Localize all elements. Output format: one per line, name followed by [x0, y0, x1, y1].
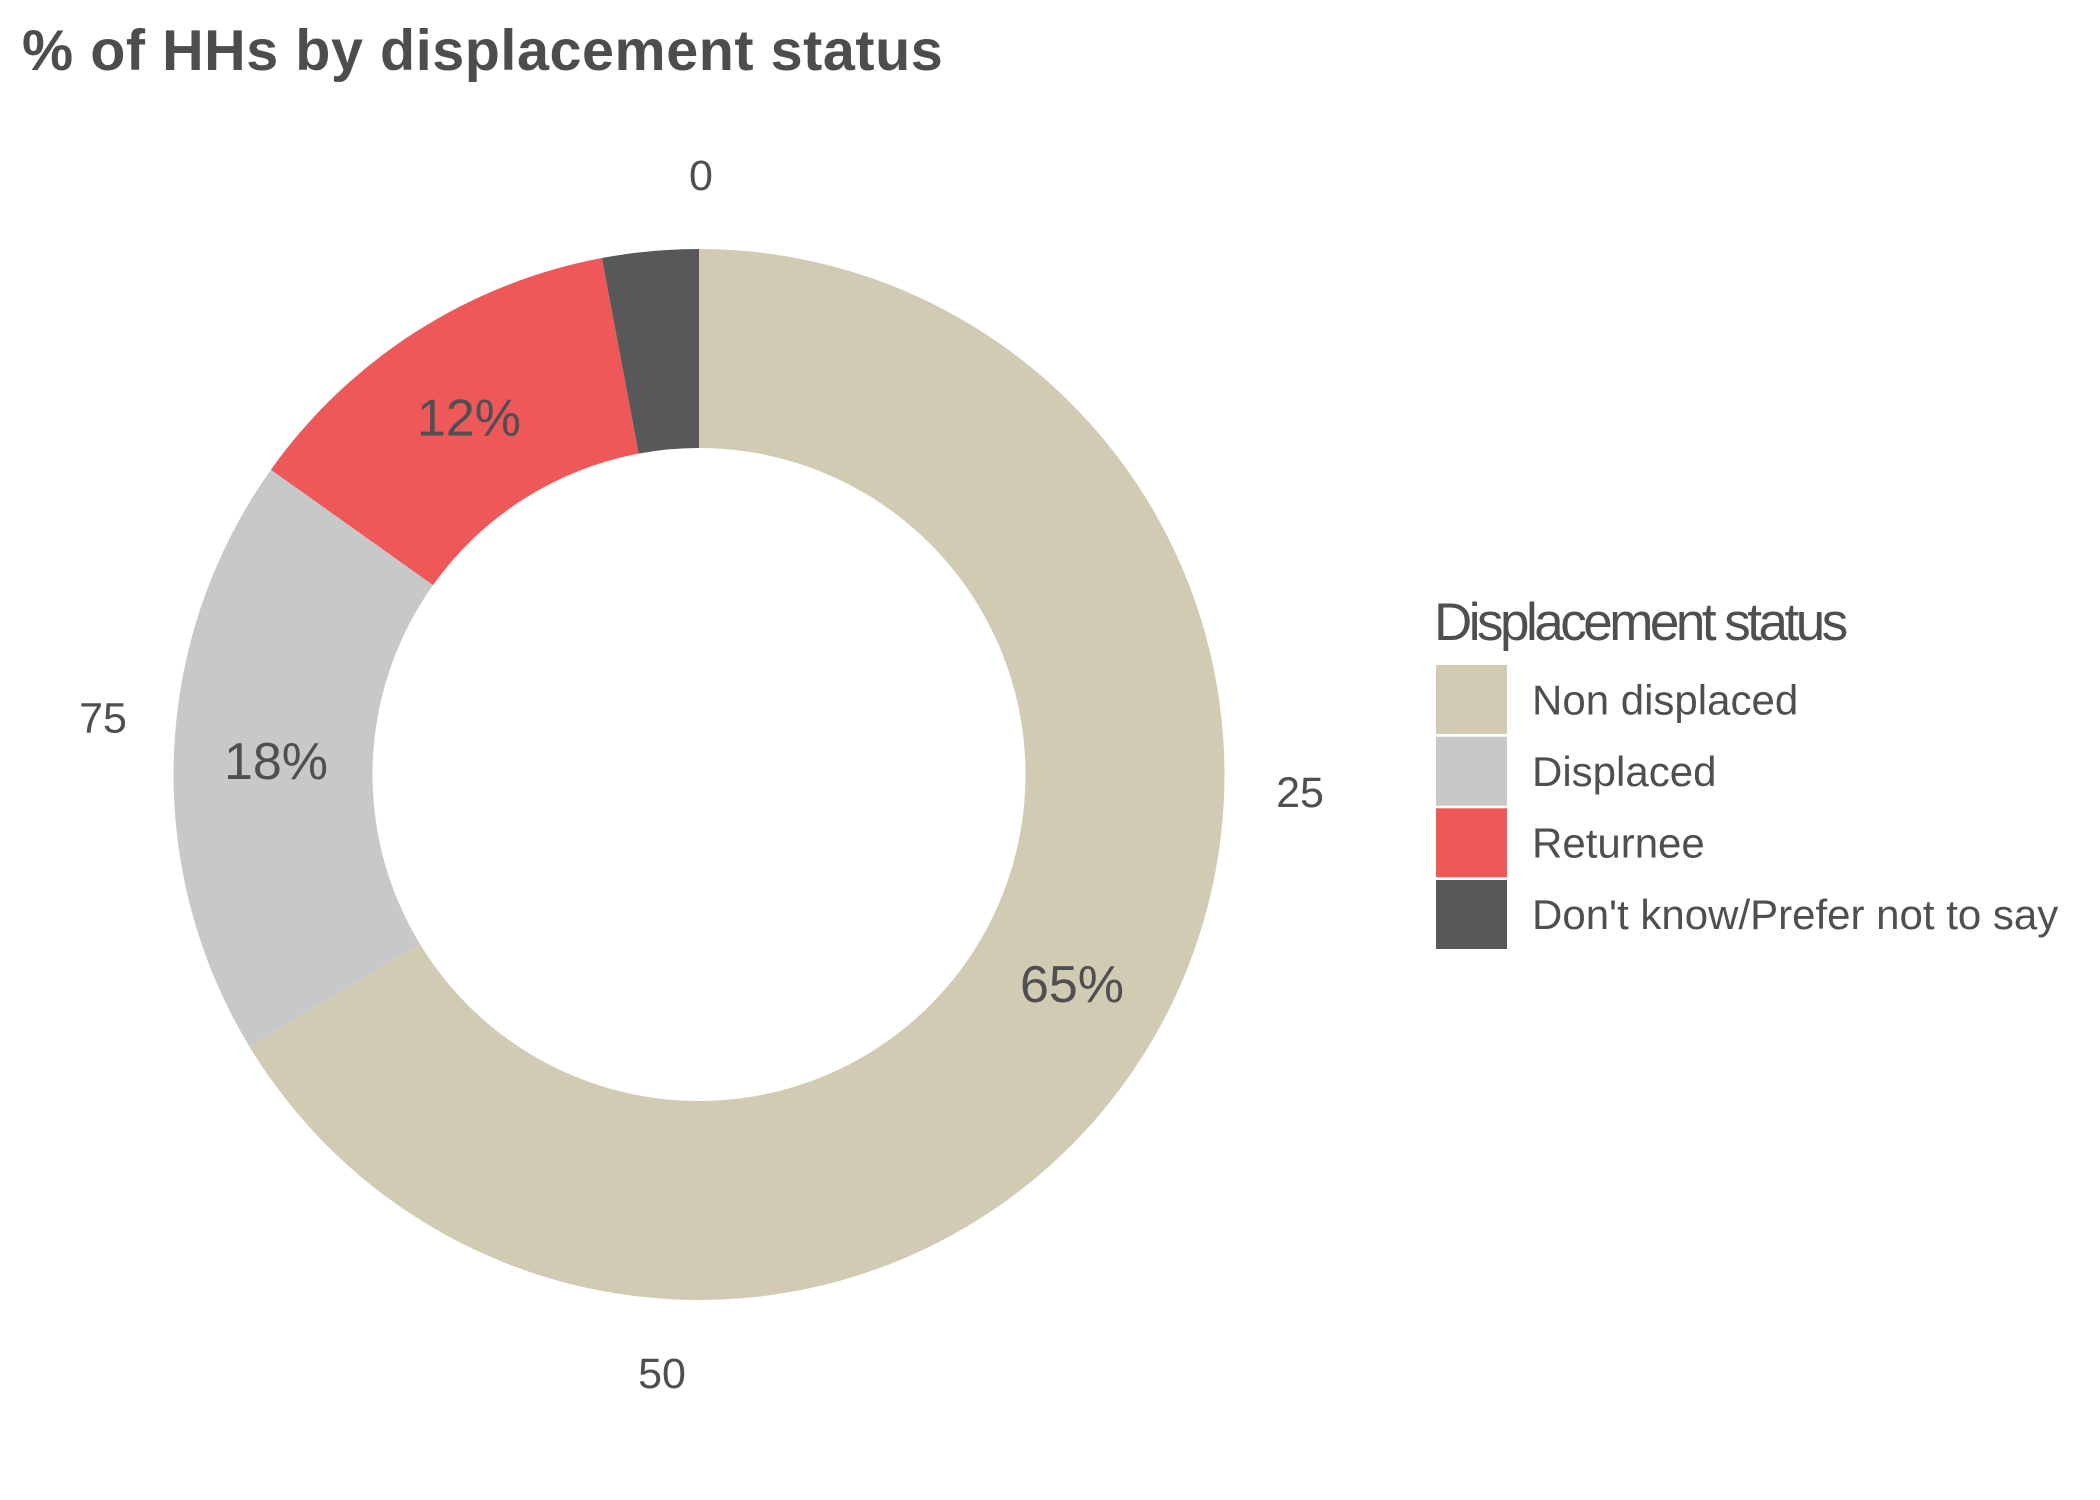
svg-text:0: 0 — [689, 152, 713, 200]
svg-text:65%: 65% — [1020, 956, 1124, 1014]
svg-text:18%: 18% — [224, 733, 328, 791]
svg-text:12%: 12% — [417, 390, 521, 448]
svg-text:Displaced: Displaced — [1532, 748, 1716, 795]
svg-text:% of HHs by displacement statu: % of HHs by displacement status — [22, 19, 943, 83]
svg-text:Displacement status: Displacement status — [1434, 593, 1847, 652]
svg-text:50: 50 — [638, 1350, 686, 1398]
svg-text:Returnee: Returnee — [1532, 820, 1705, 867]
svg-text:25: 25 — [1276, 769, 1324, 817]
svg-text:Non displaced: Non displaced — [1532, 677, 1798, 724]
svg-text:Don't know/Prefer not to say: Don't know/Prefer not to say — [1532, 891, 2058, 938]
svg-text:75: 75 — [79, 695, 127, 743]
